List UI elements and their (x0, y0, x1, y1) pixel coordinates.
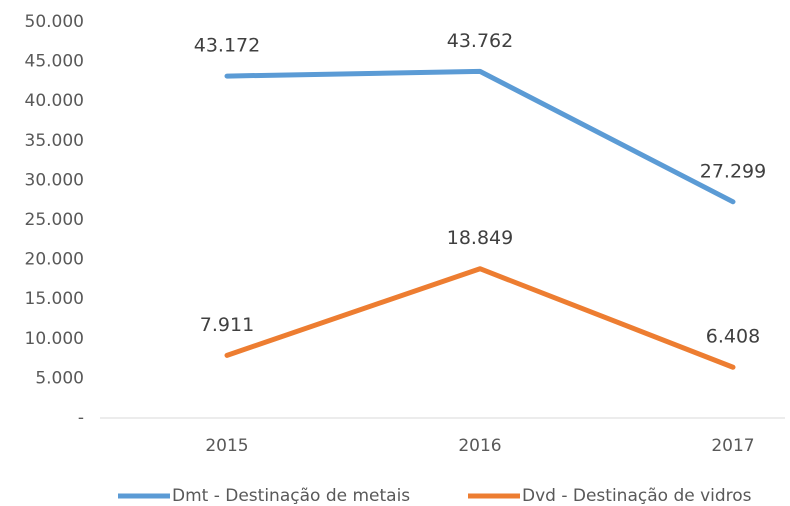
y-tick-label: 30.000 (25, 170, 84, 190)
y-tick-label: - (78, 408, 84, 428)
data-label: 7.911 (200, 314, 254, 336)
data-label: 43.762 (447, 30, 513, 52)
y-tick-label: 5.000 (35, 368, 84, 388)
y-tick-label: 10.000 (25, 329, 84, 349)
data-label: 18.849 (447, 227, 513, 249)
y-tick-label: 40.000 (25, 91, 84, 111)
y-tick-label: 20.000 (25, 250, 84, 270)
y-tick-label: 15.000 (25, 289, 84, 309)
y-tick-label: 50.000 (25, 12, 84, 32)
x-tick-label: 2016 (458, 436, 501, 456)
x-tick-label: 2017 (711, 436, 754, 456)
data-label: 43.172 (194, 35, 260, 57)
x-tick-label: 2015 (205, 436, 248, 456)
y-tick-label: 45.000 (25, 52, 84, 72)
legend-label: Dmt - Destinação de metais (172, 486, 410, 506)
legend-label: Dvd - Destinação de vidros (522, 486, 752, 506)
line (224, 68, 736, 205)
line (224, 266, 736, 370)
data-label: 27.299 (700, 160, 766, 182)
y-tick-label: 35.000 (25, 131, 84, 151)
y-tick-label: 25.000 (25, 210, 84, 230)
data-label: 6.408 (706, 326, 760, 348)
